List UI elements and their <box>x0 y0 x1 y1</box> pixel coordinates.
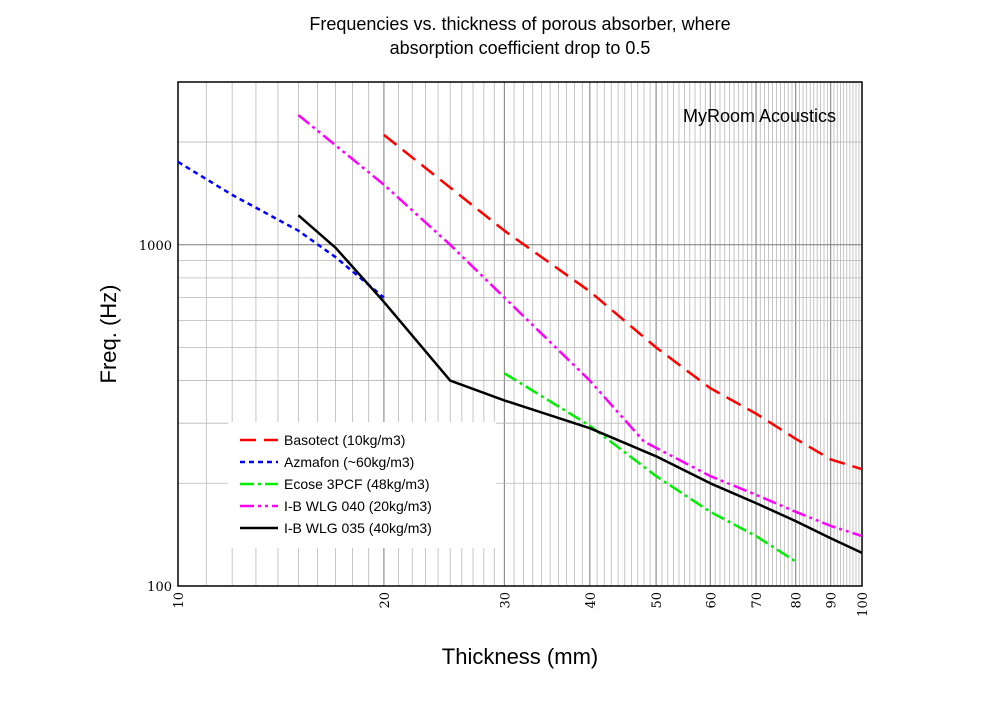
legend-label: Ecose 3PCF (48kg/m3) <box>284 476 430 492</box>
series-line <box>383 133 863 471</box>
x-tick-label: 90 <box>825 592 840 609</box>
y-axis-label: Freq. (Hz) <box>96 285 121 384</box>
x-tick-label: 10 <box>172 592 187 609</box>
legend-label: I-B WLG 040 (20kg/m3) <box>284 498 432 514</box>
y-tick-label: 100 <box>147 580 172 595</box>
series-lines <box>177 114 863 563</box>
series-line <box>177 160 385 299</box>
x-tick-label: 70 <box>750 592 765 609</box>
legend-label: I-B WLG 035 (40kg/m3) <box>284 520 432 536</box>
series-line <box>503 372 797 563</box>
plot-frame <box>177 81 863 587</box>
series-line <box>297 214 863 555</box>
y-tick-label: 1000 <box>139 239 172 254</box>
chart-title: Frequencies vs. thickness of porous abso… <box>0 12 1000 60</box>
x-tick-label: 100 <box>856 592 871 617</box>
chart-title-line-1: Frequencies vs. thickness of porous abso… <box>309 14 731 34</box>
x-axis-label: Thickness (mm) <box>442 644 598 669</box>
chart-title-line-2: absorption coefficient drop to 0.5 <box>389 38 651 58</box>
legend-label: Azmafon (~60kg/m3) <box>284 454 414 470</box>
x-tick-label: 50 <box>650 592 665 609</box>
x-tick-label: 20 <box>378 592 393 609</box>
legend: Basotect (10kg/m3) Azmafon (~60kg/m3) Ecos… <box>228 422 496 548</box>
legend-label: Basotect (10kg/m3) <box>284 432 405 448</box>
chart-annotation: MyRoom Acoustics <box>683 106 836 126</box>
series-line <box>297 114 863 538</box>
x-tick-label: 60 <box>704 592 719 609</box>
tick-labels: 100 1000 10 20 30 40 50 60 70 80 90 100 <box>139 239 871 617</box>
x-tick-label: 30 <box>498 592 513 609</box>
x-tick-label: 40 <box>584 592 599 609</box>
x-tick-label: 80 <box>790 592 805 609</box>
